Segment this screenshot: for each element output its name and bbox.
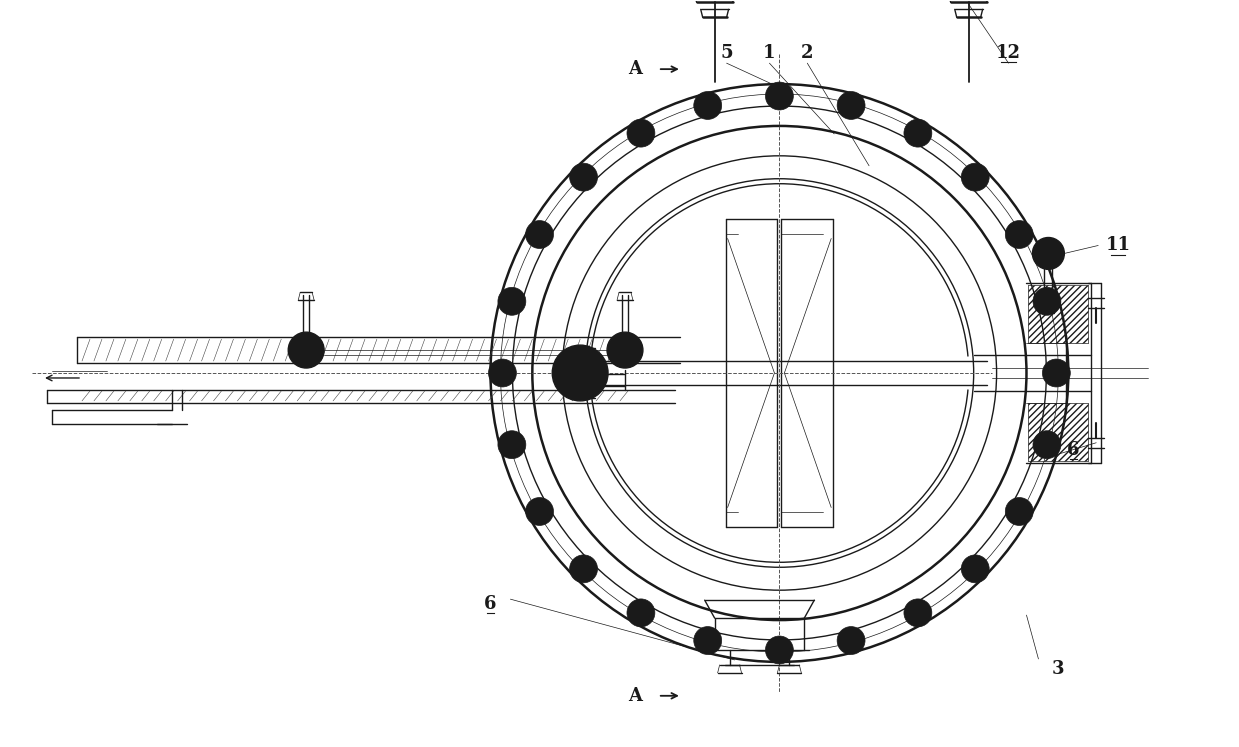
Circle shape: [607, 332, 643, 368]
Circle shape: [766, 636, 793, 664]
Text: 6: 6: [484, 595, 497, 613]
Circle shape: [553, 345, 608, 401]
Circle shape: [904, 599, 932, 627]
Circle shape: [838, 92, 865, 120]
Text: 2: 2: [802, 44, 814, 62]
Circle shape: [694, 627, 721, 654]
Text: A: A: [628, 686, 642, 705]
Text: A: A: [628, 61, 642, 78]
Text: 1: 1: [763, 44, 776, 62]
Circle shape: [627, 599, 655, 627]
Circle shape: [1005, 220, 1033, 249]
Bar: [1028, 285, 1088, 343]
Circle shape: [1033, 431, 1061, 459]
Circle shape: [570, 555, 597, 583]
Bar: [1028, 403, 1088, 461]
Circle shape: [766, 82, 793, 110]
Circle shape: [838, 627, 865, 654]
Bar: [1028, 285, 1088, 343]
Circle shape: [525, 220, 554, 249]
Text: 12: 12: [996, 44, 1021, 62]
Circle shape: [525, 498, 554, 525]
Circle shape: [616, 341, 634, 359]
Circle shape: [498, 288, 525, 315]
Text: 11: 11: [1105, 237, 1131, 255]
Circle shape: [297, 341, 315, 359]
Circle shape: [694, 92, 721, 120]
Circle shape: [1041, 246, 1057, 261]
Circle shape: [498, 431, 525, 459]
Circle shape: [488, 359, 517, 387]
Text: 3: 3: [1052, 660, 1064, 678]
Circle shape: [904, 120, 932, 147]
Circle shape: [1033, 288, 1061, 315]
Text: 5: 5: [720, 44, 733, 62]
Circle shape: [1042, 359, 1070, 387]
Text: 6: 6: [1067, 441, 1079, 459]
Circle shape: [627, 120, 655, 147]
Bar: [1028, 403, 1088, 461]
Circle shape: [570, 163, 597, 191]
Circle shape: [961, 555, 989, 583]
Circle shape: [961, 163, 989, 191]
Circle shape: [289, 332, 325, 368]
Circle shape: [1005, 498, 1033, 525]
Circle shape: [1032, 238, 1064, 270]
